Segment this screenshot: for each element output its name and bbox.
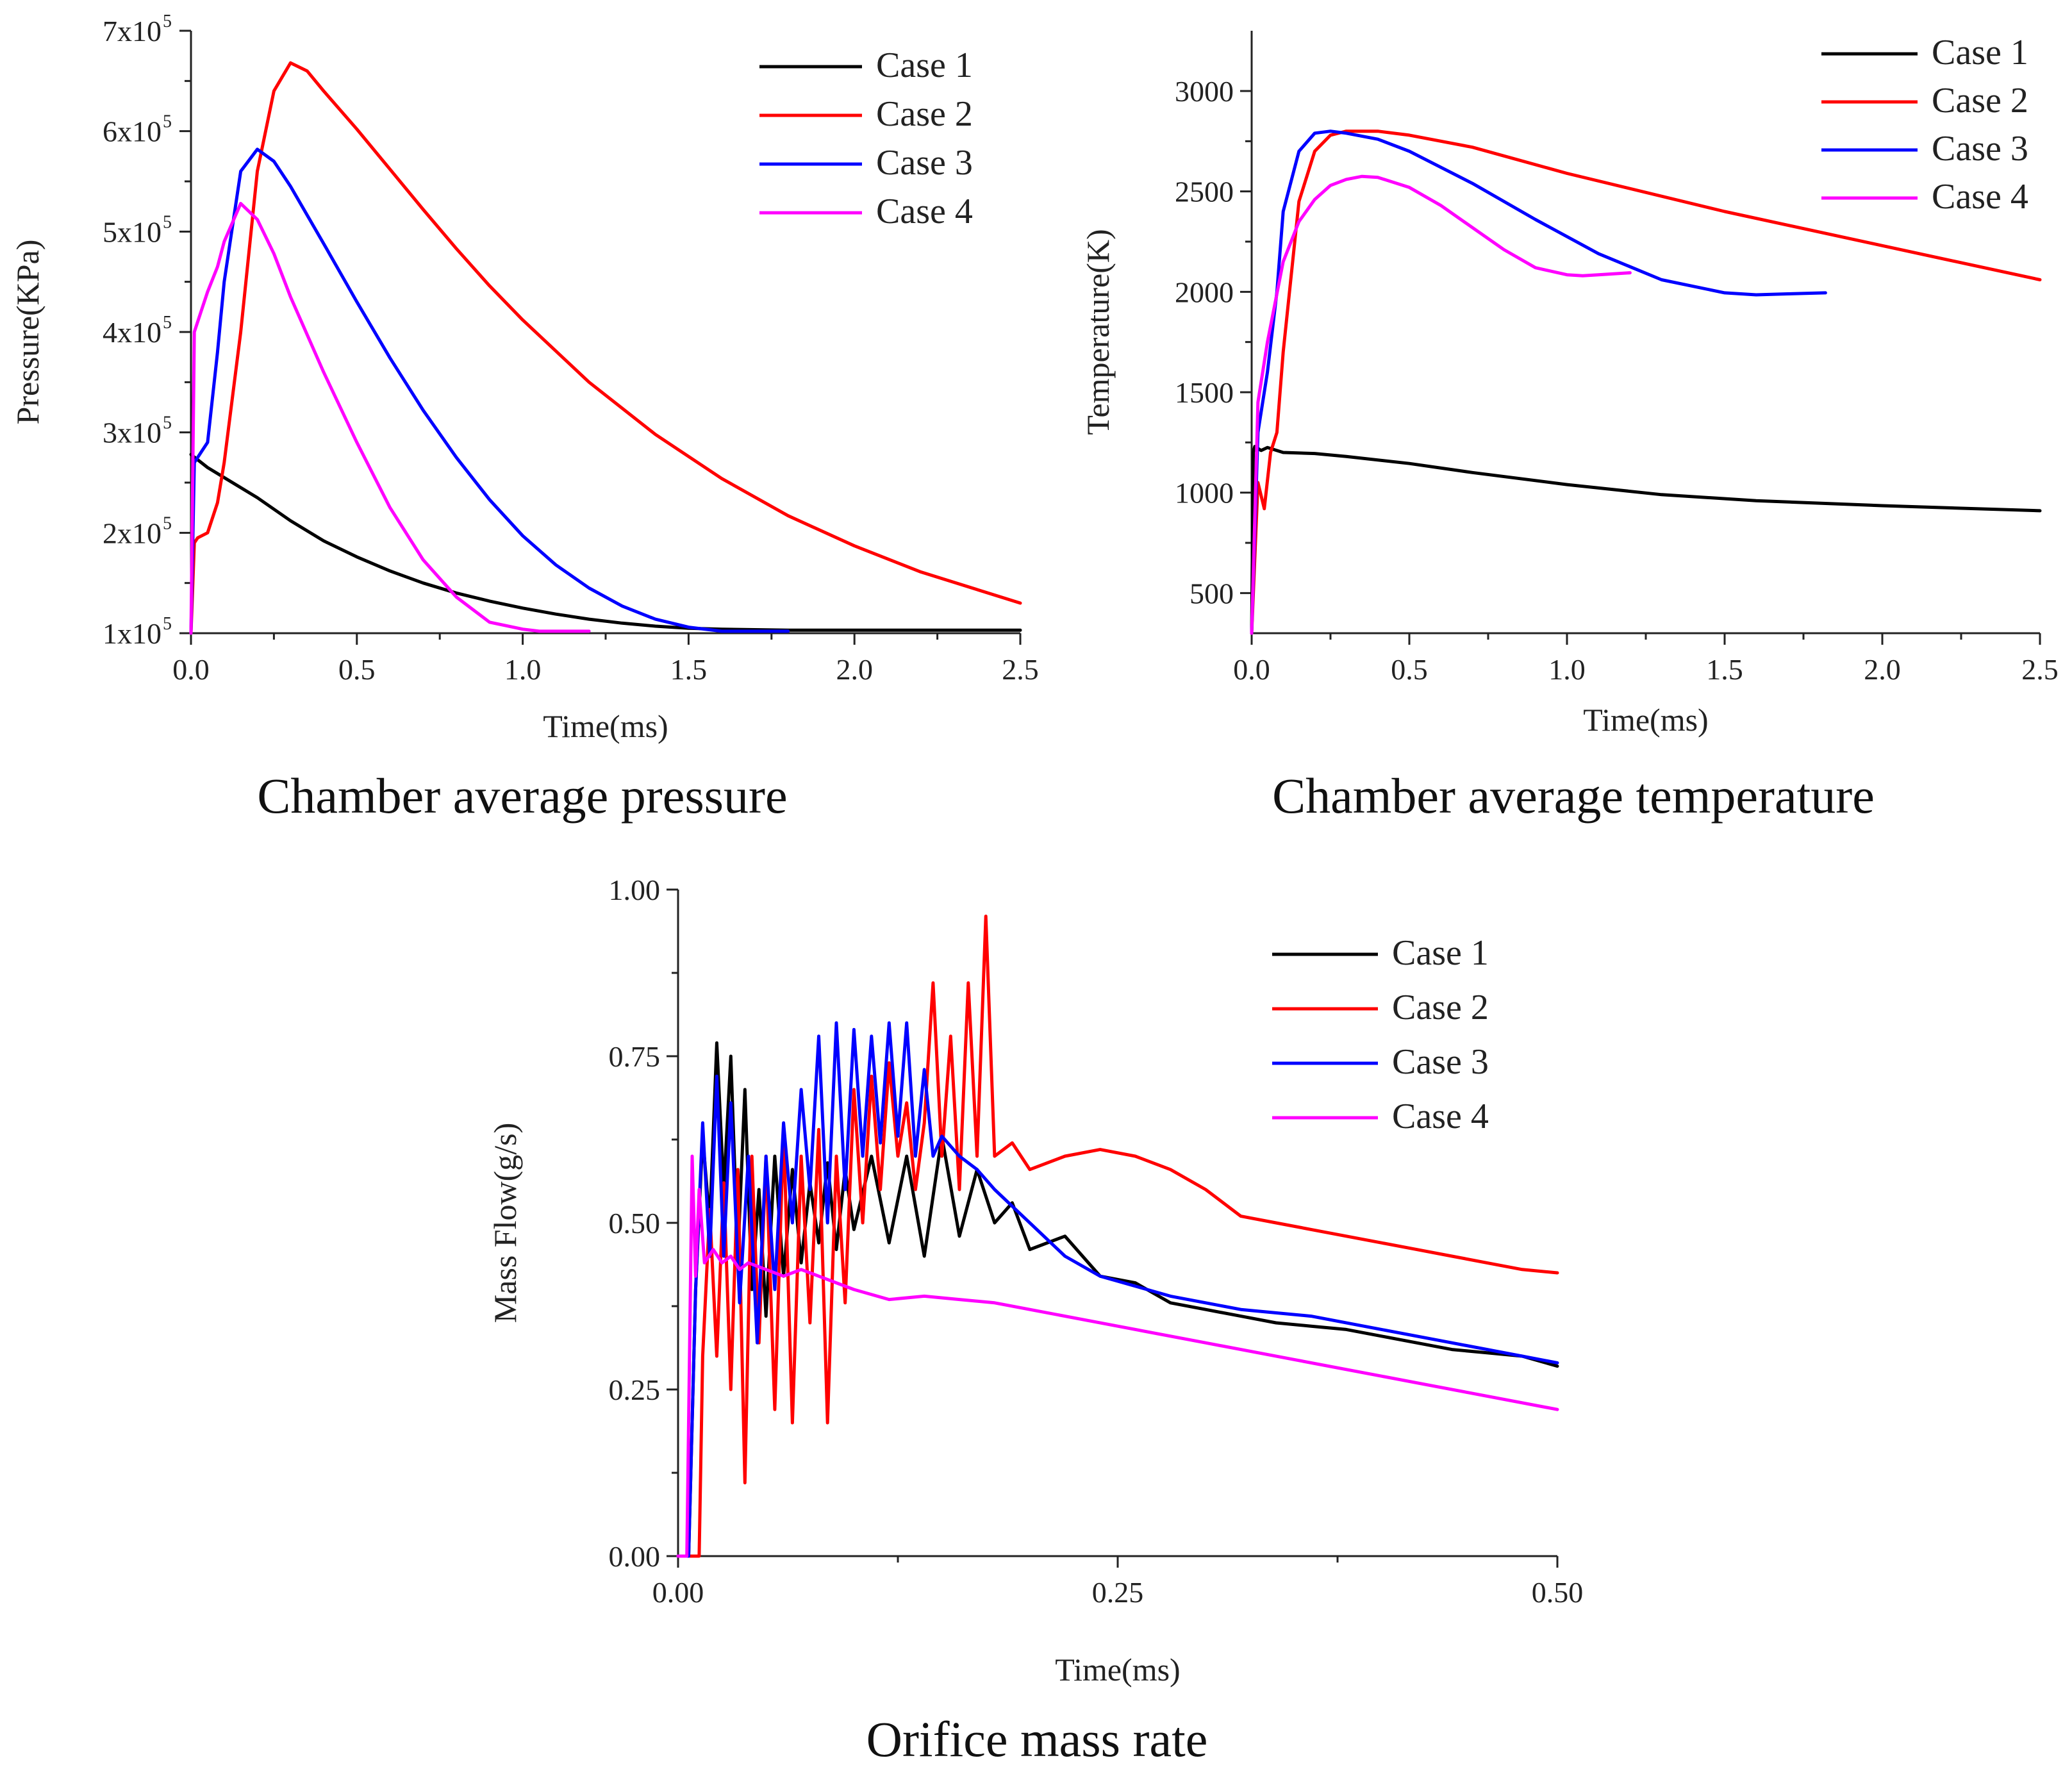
- pressure-y-tick-label: 5x10: [103, 215, 162, 248]
- pressure-y-tick-label: 4x10: [103, 316, 162, 349]
- temperature-legend-label: Case 2: [1932, 81, 2028, 120]
- pressure-y-axis-label: Pressure(KPa): [10, 240, 46, 425]
- mass-flow-y-tick-label: 0.50: [609, 1207, 661, 1240]
- pressure-x-tick-label: 2.0: [836, 653, 873, 686]
- pressure-y-tick-label: 2x10: [103, 517, 162, 549]
- pressure-legend-label: Case 2: [876, 94, 973, 134]
- pressure-y-tick-exponent: 5: [163, 413, 172, 433]
- pressure-y-tick-exponent: 5: [163, 12, 172, 31]
- mass-flow-y-tick-label: 0.25: [609, 1373, 661, 1406]
- temperature-legend-label: Case 4: [1932, 177, 2028, 217]
- pressure-legend-label: Case 1: [876, 46, 973, 85]
- temperature-series-case-3: [1250, 129, 1827, 635]
- mass-flow-x-tick-label: 0.00: [652, 1576, 704, 1609]
- temperature-y-tick-label: 500: [1189, 577, 1234, 610]
- temperature-y-tick-label: 1000: [1175, 477, 1234, 510]
- mass-flow-y-axis-label: Mass Flow(g/s): [487, 1123, 523, 1323]
- pressure-x-tick-label: 1.5: [670, 653, 708, 686]
- temperature-x-tick-label: 2.5: [2021, 653, 2059, 686]
- mass-flow-legend-label: Case 1: [1392, 933, 1489, 973]
- pressure-y-tick-exponent: 5: [163, 112, 172, 132]
- temperature-legend-label: Case 1: [1932, 33, 2028, 72]
- pressure-y-tick-label: 7x10: [103, 15, 162, 47]
- temperature-x-tick-label: 0.5: [1391, 653, 1428, 686]
- pressure-x-tick-label: 0.5: [338, 653, 376, 686]
- temperature-y-axis-label: Temperature(K): [1080, 229, 1116, 435]
- temperature-chart: 0.0 0.5 1.0 1.5 2.0 2.5 500 1000 1500 2000 2500 300…: [1080, 31, 2059, 824]
- mass-flow-series-case-3: [676, 1021, 1559, 1558]
- mass-flow-y-tick-label: 1.00: [609, 874, 661, 906]
- mass-flow-legend-label: Case 3: [1392, 1042, 1489, 1082]
- temperature-chart-caption: Chamber average temperature: [1272, 768, 1875, 824]
- pressure-series-case-4: [189, 202, 591, 635]
- temperature-y-tick-label: 2500: [1175, 176, 1234, 208]
- temperature-y-tick-label: 1500: [1175, 376, 1234, 409]
- pressure-y-tick-exponent: 5: [163, 313, 172, 333]
- temperature-x-tick-label: 0.0: [1233, 653, 1270, 686]
- pressure-x-axis-label: Time(ms): [543, 708, 668, 744]
- temperature-y-tick-label: 2000: [1175, 276, 1234, 308]
- temperature-plot-area: 0.0 0.5 1.0 1.5 2.0 2.5 500 1000 1500 2000 2500 300…: [1080, 31, 2059, 738]
- mass-flow-plot-area: 0.00 0.25 0.50 0.00 0.25 0.50 0.75 1.00 Time(ms)…: [487, 874, 1583, 1688]
- pressure-y-tick-label: 1x10: [103, 617, 162, 650]
- pressure-x-tick-label: 2.5: [1002, 653, 1039, 686]
- mass-flow-x-tick-label: 0.50: [1532, 1576, 1584, 1609]
- mass-flow-series-case-2: [676, 915, 1559, 1558]
- pressure-series-case-3: [189, 147, 790, 635]
- pressure-chart-caption: Chamber average pressure: [257, 768, 787, 824]
- mass-flow-y-tick-label: 0.00: [609, 1540, 661, 1573]
- pressure-y-tick-label: 3x10: [103, 417, 162, 449]
- temperature-series-case-4: [1250, 174, 1632, 635]
- pressure-y-tick-exponent: 5: [163, 614, 172, 634]
- mass-flow-chart-caption: Orifice mass rate: [866, 1711, 1208, 1767]
- pressure-legend-label: Case 4: [876, 192, 973, 231]
- pressure-y-tick-label: 6x10: [103, 115, 162, 148]
- temperature-x-tick-label: 1.5: [1706, 653, 1743, 686]
- temperature-x-axis-label: Time(ms): [1583, 702, 1708, 738]
- pressure-y-tick-exponent: 5: [163, 513, 172, 533]
- mass-flow-x-axis-label: Time(ms): [1055, 1652, 1180, 1688]
- pressure-x-tick-label: 0.0: [172, 653, 210, 686]
- temperature-legend-label: Case 3: [1932, 129, 2028, 169]
- pressure-series-case-2: [189, 61, 1022, 635]
- mass-flow-x-tick-label: 0.25: [1092, 1576, 1144, 1609]
- temperature-series-case-2: [1250, 129, 2042, 635]
- mass-flow-legend-label: Case 4: [1392, 1097, 1489, 1136]
- pressure-y-tick-exponent: 5: [163, 212, 172, 232]
- mass-flow-y-tick-label: 0.75: [609, 1040, 661, 1073]
- temperature-series-case-1: [1250, 445, 2042, 635]
- mass-flow-chart: 0.00 0.25 0.50 0.00 0.25 0.50 0.75 1.00 Time(ms)…: [487, 874, 1583, 1767]
- temperature-x-tick-label: 2.0: [1864, 653, 1901, 686]
- temperature-x-tick-label: 1.0: [1548, 653, 1586, 686]
- pressure-series-case-1: [189, 452, 1022, 632]
- mass-flow-series-case-4: [676, 1154, 1559, 1558]
- pressure-legend-label: Case 3: [876, 143, 973, 183]
- temperature-y-tick-label: 3000: [1175, 75, 1234, 108]
- mass-flow-legend-label: Case 2: [1392, 988, 1489, 1027]
- pressure-x-tick-label: 1.0: [504, 653, 542, 686]
